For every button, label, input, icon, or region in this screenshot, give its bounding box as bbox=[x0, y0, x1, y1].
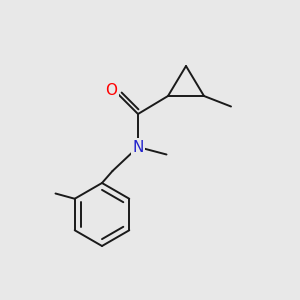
Text: N: N bbox=[132, 140, 144, 154]
Text: O: O bbox=[106, 83, 118, 98]
